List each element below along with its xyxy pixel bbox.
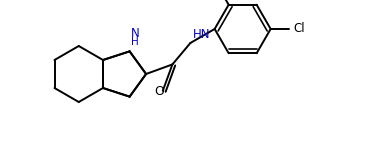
Text: N: N bbox=[131, 27, 139, 40]
Text: HN: HN bbox=[192, 28, 210, 41]
Text: O: O bbox=[154, 85, 164, 98]
Text: Cl: Cl bbox=[294, 22, 305, 35]
Text: H: H bbox=[131, 37, 138, 47]
